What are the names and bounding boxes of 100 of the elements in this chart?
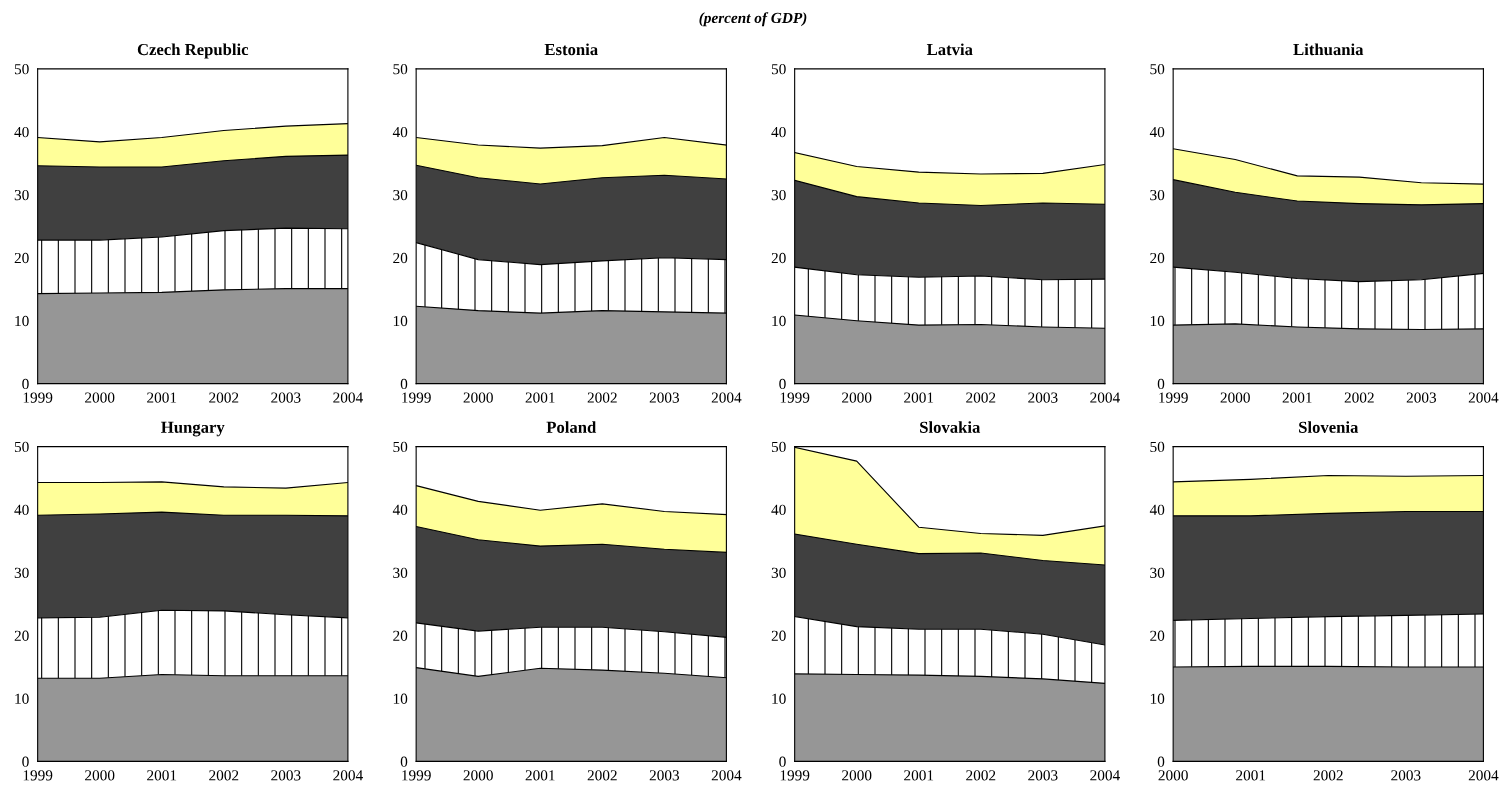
y-tick-label: 50 [1150,63,1165,75]
y-tick-label: 0 [22,378,29,390]
chart-title: Slovakia [920,421,981,433]
x-tick-label: 2002 [966,392,996,403]
text: (percent of GDP) [699,12,807,27]
x-tick-label: 2001 [1282,392,1312,403]
x-tick-label: 2002 [587,770,617,781]
y-tick-label: 0 [22,756,29,767]
x-tick-label: 2001 [525,770,555,781]
x-tick-label: 2004 [711,392,742,403]
x-tick-label: 2004 [333,392,363,403]
y-tick-label: 30 [14,567,29,578]
x-tick-label: 2003 [649,770,680,781]
y-tick-label: 30 [393,567,408,578]
x-tick-label: 1999 [402,770,431,781]
x-tick-label: 2001 [1236,770,1266,781]
x-tick-label: 2001 [525,392,555,403]
x-tick-label: 2003 [271,392,301,403]
x-tick-label: 2002 [587,392,617,403]
x-tick-label: 2003 [1406,392,1437,403]
x-tick-label: 2004 [1090,392,1120,403]
x-tick-label: 1999 [23,392,53,403]
y-tick-label: 30 [1150,567,1165,578]
y-tick-label: 10 [15,315,29,327]
y-tick-label: 10 [393,315,408,327]
y-tick-label: 40 [14,504,29,516]
chart-title: Hungary [161,421,225,437]
y-tick-label: 40 [1149,504,1165,516]
y-tick-label: 30 [1150,189,1165,201]
y-tick-label: 50 [14,63,29,75]
y-tick-label: 30 [771,567,786,578]
x-tick-label: 2000 [1158,770,1188,781]
y-tick-label: 50 [1150,441,1165,453]
x-tick-label: 1999 [1159,392,1188,403]
chart-title: Czech Republic [137,43,249,59]
y-tick-label: 10 [1150,693,1165,704]
x-tick-label: 2000 [1220,392,1250,403]
chart-title: Estonia [544,43,598,56]
y-tick-label: 20 [393,630,408,641]
x-tick-label: 2001 [147,770,177,781]
y-tick-label: 0 [1157,756,1165,767]
x-tick-label: 1999 [780,392,810,403]
x-tick-label: 2003 [649,392,680,403]
x-tick-label: 2004 [711,770,742,781]
x-tick-label: 2002 [209,770,239,781]
y-tick-label: 50 [771,63,786,75]
y-tick-label: 50 [771,441,786,453]
x-tick-label: 2002 [1313,770,1343,781]
x-tick-label: 2003 [1028,770,1058,781]
y-tick-label: 10 [1150,315,1165,327]
x-tick-label: 2004 [333,770,363,781]
x-tick-label: 2004 [1468,770,1499,781]
y-tick-label: 10 [393,693,408,704]
y-tick-label: 50 [393,441,408,453]
chart-title: Lithuania [1293,43,1364,56]
x-tick-label: 2000 [463,392,493,403]
y-tick-label: 0 [400,378,408,390]
x-tick-label: 1999 [402,392,431,403]
chart-title: Poland [546,421,597,433]
x-tick-label: 2004 [1468,392,1499,403]
y-tick-label: 20 [14,630,29,641]
y-tick-label: 40 [771,126,786,138]
y-tick-label: 50 [14,441,29,453]
x-tick-label: 2000 [842,770,872,781]
x-tick-label: 1999 [780,770,810,781]
y-tick-label: 20 [393,252,408,264]
x-tick-label: 2000 [85,392,115,403]
y-tick-label: 30 [393,189,408,201]
x-tick-label: 2001 [147,392,177,403]
x-tick-label: 2001 [904,770,934,781]
y-tick-label: 0 [400,756,408,767]
x-tick-label: 1999 [23,770,53,781]
y-tick-label: 0 [1157,378,1165,390]
x-tick-label: 2002 [966,770,996,781]
y-tick-label: 20 [1150,252,1165,264]
y-tick-label: 10 [15,693,29,704]
y-tick-label: 10 [772,315,786,327]
x-tick-label: 2003 [271,770,301,781]
y-tick-label: 10 [772,693,786,704]
y-tick-label: 20 [771,252,786,264]
x-tick-label: 2002 [1344,392,1374,403]
x-tick-label: 2000 [85,770,115,781]
y-tick-label: 0 [779,378,786,390]
x-tick-label: 2004 [1090,770,1120,781]
y-tick-label: 20 [1150,630,1165,641]
x-tick-label: 2003 [1028,392,1058,403]
y-tick-label: 40 [1149,126,1165,138]
y-tick-label: 40 [392,504,408,516]
x-tick-label: 2000 [842,392,872,403]
x-tick-label: 2001 [904,392,934,403]
y-tick-label: 40 [14,126,29,138]
x-tick-label: 2003 [1391,770,1421,781]
y-tick-label: 20 [14,252,29,264]
y-tick-label: 30 [14,189,29,201]
y-tick-label: 50 [393,63,408,75]
y-tick-label: 40 [771,504,786,516]
y-tick-label: 0 [779,756,786,767]
y-tick-label: 30 [771,189,786,201]
chart-title: Slovenia [1299,421,1359,433]
x-tick-label: 2002 [209,392,239,403]
